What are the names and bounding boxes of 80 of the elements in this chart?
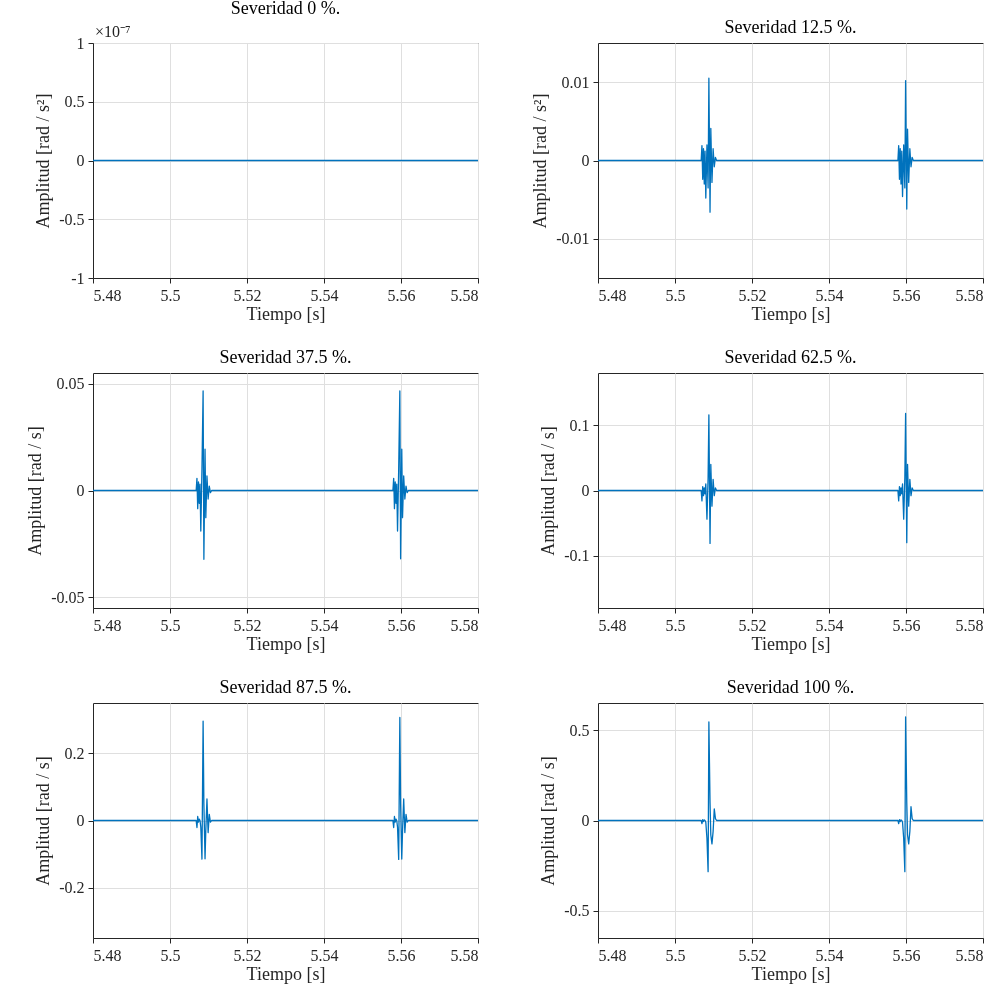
y-tick-label: 0 [76,812,85,829]
chart-title: Severidad 37.5 %. [219,347,352,367]
y-tick-label: 0 [581,812,590,829]
x-axis-title: Tiempo [s] [246,633,326,654]
x-axis-title: Tiempo [s] [246,963,326,984]
x-tick-label: 5.54 [310,616,339,634]
chart-title: Severidad 12.5 %. [724,17,857,37]
y-tick-label: -0.5 [564,902,590,920]
y-tick-label: 1 [76,34,85,52]
x-tick-label: 5.5 [665,616,686,634]
x-tick-label: 5.56 [387,616,416,634]
y-tick-label: 0.1 [569,416,590,434]
x-tick-label: 5.48 [598,946,627,964]
x-tick-label: 5.5 [160,616,181,634]
x-tick-label: 5.56 [387,946,416,964]
x-tick-label: 5.58 [955,946,984,964]
y-tick-label: -1 [71,269,85,287]
y-tick-label: -0.1 [564,547,590,565]
x-tick-label: 5.5 [160,946,181,964]
y-tick-label: 0.5 [569,721,590,739]
y-axis-title: Amplitud [rad / s²] [530,93,551,229]
y-tick-label: 0 [581,482,590,499]
x-tick-label: 5.54 [310,946,339,964]
x-tick-label: 5.5 [665,286,686,304]
y-axis-title: Amplitud [rad / s²] [33,93,54,229]
x-tick-label: 5.48 [93,616,122,634]
y-tick-label: -0.2 [59,879,85,897]
x-tick-label: 5.58 [450,946,479,964]
x-axis-title: Tiempo [s] [246,303,326,324]
x-tick-label: 5.56 [892,616,921,634]
x-tick-label: 5.52 [233,946,262,964]
text: ×10⁻⁷ [95,23,131,40]
y-axis-title: Amplitud [rad / s] [33,756,54,886]
x-tick-label: 5.54 [310,286,339,304]
line-series [598,77,983,213]
x-tick-label: 5.52 [233,616,262,634]
x-tick-label: 5.54 [815,946,844,964]
y-tick-label: 0 [581,152,590,169]
x-axis-title: Tiempo [s] [751,303,831,324]
y-tick-label: 0 [76,152,85,169]
x-axis-title: Tiempo [s] [751,633,831,654]
x-tick-label: 5.52 [738,286,767,304]
x-tick-label: 5.58 [450,616,479,634]
x-tick-label: 5.52 [738,616,767,634]
x-tick-label: 5.58 [450,286,479,304]
x-axis-title: Tiempo [s] [751,963,831,984]
x-tick-label: 5.52 [738,946,767,964]
x-tick-label: 5.48 [93,946,122,964]
y-tick-label: 0 [76,482,85,499]
x-tick-label: 5.54 [815,286,844,304]
y-axis-title: Amplitud [rad / s] [25,426,46,556]
y-tick-label: 0.05 [56,375,85,393]
y-tick-label: -0.5 [59,210,85,228]
x-tick-label: 5.52 [233,286,262,304]
x-tick-label: 5.5 [665,946,686,964]
x-tick-label: 5.48 [598,616,627,634]
chart-title: Severidad 0 %. [230,0,341,18]
chart-title: Severidad 62.5 %. [724,347,857,367]
x-tick-label: 5.48 [93,286,122,304]
line-series [93,716,478,861]
x-tick-label: 5.54 [815,616,844,634]
line-series [598,412,983,545]
chart-title: Severidad 87.5 %. [219,677,352,697]
x-tick-label: 5.5 [160,286,181,304]
y-tick-label: -0.05 [51,588,85,606]
y-tick-label: 0.5 [64,93,85,111]
line-series [93,390,478,560]
x-tick-label: 5.58 [955,616,984,634]
x-tick-label: 5.56 [892,946,921,964]
y-tick-label: 0.2 [64,744,85,762]
y-axis-title: Amplitud [rad / s] [538,756,559,886]
y-tick-label: -0.01 [556,230,590,248]
x-tick-label: 5.58 [955,286,984,304]
y-axis-title: Amplitud [rad / s] [538,426,559,556]
y-tick-label: 0.01 [561,73,590,91]
x-tick-label: 5.56 [387,286,416,304]
chart-title: Severidad 100 %. [726,677,855,697]
line-series [598,716,983,873]
x-tick-label: 5.48 [598,286,627,304]
x-tick-label: 5.56 [892,286,921,304]
